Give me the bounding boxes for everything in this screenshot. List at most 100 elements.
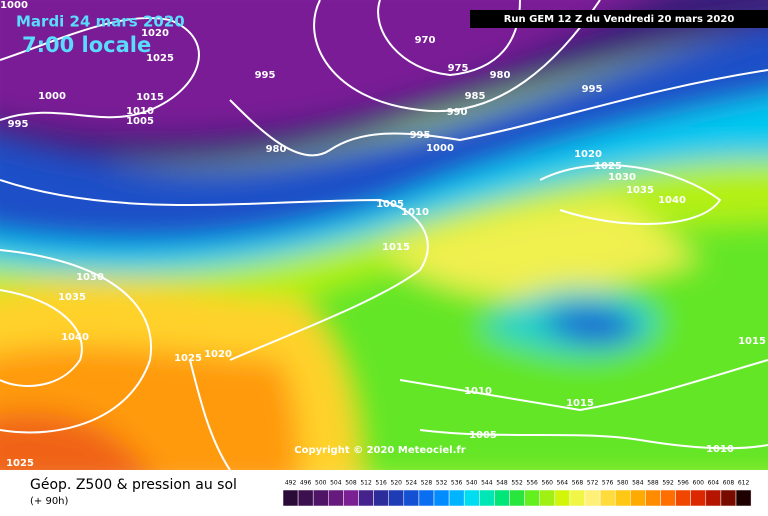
isobar-label: 1010 xyxy=(464,386,492,397)
isobar-label: 995 xyxy=(582,84,603,95)
legend-label: 612 xyxy=(738,480,750,487)
isobar-labels: 1000 1020 1025 995 970 975 980 985 990 9… xyxy=(0,0,766,469)
map-date: Mardi 24 mars 2020 xyxy=(16,13,185,31)
isobar-label: 985 xyxy=(465,91,486,102)
isobar-label: 1025 xyxy=(594,161,622,172)
legend-label: 528 xyxy=(421,480,433,487)
legend-label: 568 xyxy=(572,480,584,487)
isobar-label: 1040 xyxy=(658,195,686,206)
legend-label: 556 xyxy=(526,480,538,487)
isobar-label: 1015 xyxy=(382,242,410,253)
legend-label: 552 xyxy=(511,480,523,487)
isobar-label: 1000 xyxy=(426,143,454,154)
legend-label: 540 xyxy=(466,480,478,487)
footer-lead: (+ 90h) xyxy=(30,496,69,507)
legend-swatch xyxy=(660,489,676,507)
legend-swatch xyxy=(282,489,299,507)
legend-label: 508 xyxy=(345,480,357,487)
legend-swatch xyxy=(479,489,495,507)
legend-label: 608 xyxy=(723,480,735,487)
legend-swatch xyxy=(358,489,374,507)
isobar-label: 1010 xyxy=(126,106,154,117)
run-info: Run GEM 12 Z du Vendredi 20 mars 2020 xyxy=(504,14,735,25)
legend-label: 504 xyxy=(330,480,342,487)
legend-label: 520 xyxy=(391,480,403,487)
isobar-label: 980 xyxy=(266,144,287,155)
legend-swatch xyxy=(675,489,691,507)
legend-label: 596 xyxy=(677,480,689,487)
legend-label: 580 xyxy=(617,480,629,487)
legend-swatch xyxy=(569,489,586,507)
isobar-label: 1000 xyxy=(0,0,28,11)
isobar-label: 1040 xyxy=(61,332,89,343)
isobar-label: 995 xyxy=(410,130,431,141)
legend-label: 588 xyxy=(647,480,659,487)
isobar-label: 1020 xyxy=(141,28,169,39)
isobar-label: 1030 xyxy=(76,272,104,283)
legend-swatch xyxy=(433,489,450,507)
legend-label: 600 xyxy=(693,480,705,487)
legend-swatch xyxy=(720,489,737,507)
legend-swatch xyxy=(539,489,556,507)
legend-swatch xyxy=(297,489,314,507)
isobar-label: 980 xyxy=(490,70,511,81)
legend-swatch xyxy=(584,489,601,507)
isobar-label: 1035 xyxy=(626,185,654,196)
map-time: 7:00 locale xyxy=(22,33,151,57)
legend-label: 564 xyxy=(557,480,569,487)
isobar-label: 1025 xyxy=(146,53,174,64)
legend-label: 500 xyxy=(315,480,327,487)
isobar-label: 1010 xyxy=(401,207,429,218)
legend-swatch xyxy=(388,489,405,507)
legend-label: 516 xyxy=(375,480,387,487)
legend-swatch xyxy=(599,489,616,507)
legend-swatch xyxy=(312,489,329,507)
legend-label: 576 xyxy=(602,480,614,487)
run-banner xyxy=(470,10,768,28)
legend-label: 604 xyxy=(708,480,720,487)
isobar-label: 1020 xyxy=(574,149,602,160)
isobar-label: 975 xyxy=(448,63,469,74)
legend-swatch xyxy=(463,489,480,507)
color-legend: 492 496 500 504 508 512 516 520 524 528 532 536 540 5… xyxy=(282,480,752,507)
isobar-label: 990 xyxy=(447,107,468,118)
legend-swatch xyxy=(645,489,661,507)
legend-label: 492 xyxy=(285,480,297,487)
isobar-label: 1035 xyxy=(58,292,86,303)
legend-swatch xyxy=(418,489,435,507)
legend-swatch xyxy=(614,489,631,507)
legend-swatch xyxy=(509,489,525,507)
copyright: Copyright © 2020 Meteociel.fr xyxy=(294,445,465,456)
legend-swatch xyxy=(524,489,540,507)
legend-label: 524 xyxy=(406,480,418,487)
legend-swatch xyxy=(690,489,707,507)
isobar-label: 1020 xyxy=(204,349,232,360)
isobar-label: 1005 xyxy=(126,116,154,127)
legend-label: 572 xyxy=(587,480,599,487)
legend-label: 560 xyxy=(542,480,554,487)
legend-label: 512 xyxy=(360,480,372,487)
legend-label: 496 xyxy=(300,480,312,487)
isobar-label: 1010 xyxy=(706,444,734,455)
legend-swatch xyxy=(403,489,420,507)
isobar-label: 1030 xyxy=(608,172,636,183)
isobars xyxy=(0,0,768,470)
isobar-label: 995 xyxy=(255,70,276,81)
legend-label: 532 xyxy=(436,480,448,487)
legend-swatch xyxy=(373,489,389,507)
legend-label: 544 xyxy=(481,480,493,487)
geopotential-field xyxy=(0,0,768,490)
isobar-label: 1015 xyxy=(566,398,594,409)
isobar-label: 995 xyxy=(8,119,29,130)
legend-swatch xyxy=(494,489,510,507)
legend-swatch xyxy=(448,489,465,507)
isobar-label: 1015 xyxy=(136,92,164,103)
isobar-label: 1025 xyxy=(174,353,202,364)
legend-swatch xyxy=(343,489,359,507)
legend-swatch xyxy=(735,489,752,507)
legend-label: 584 xyxy=(632,480,644,487)
legend-swatch xyxy=(328,489,344,507)
footer-title: Géop. Z500 & pression au sol xyxy=(30,477,237,493)
